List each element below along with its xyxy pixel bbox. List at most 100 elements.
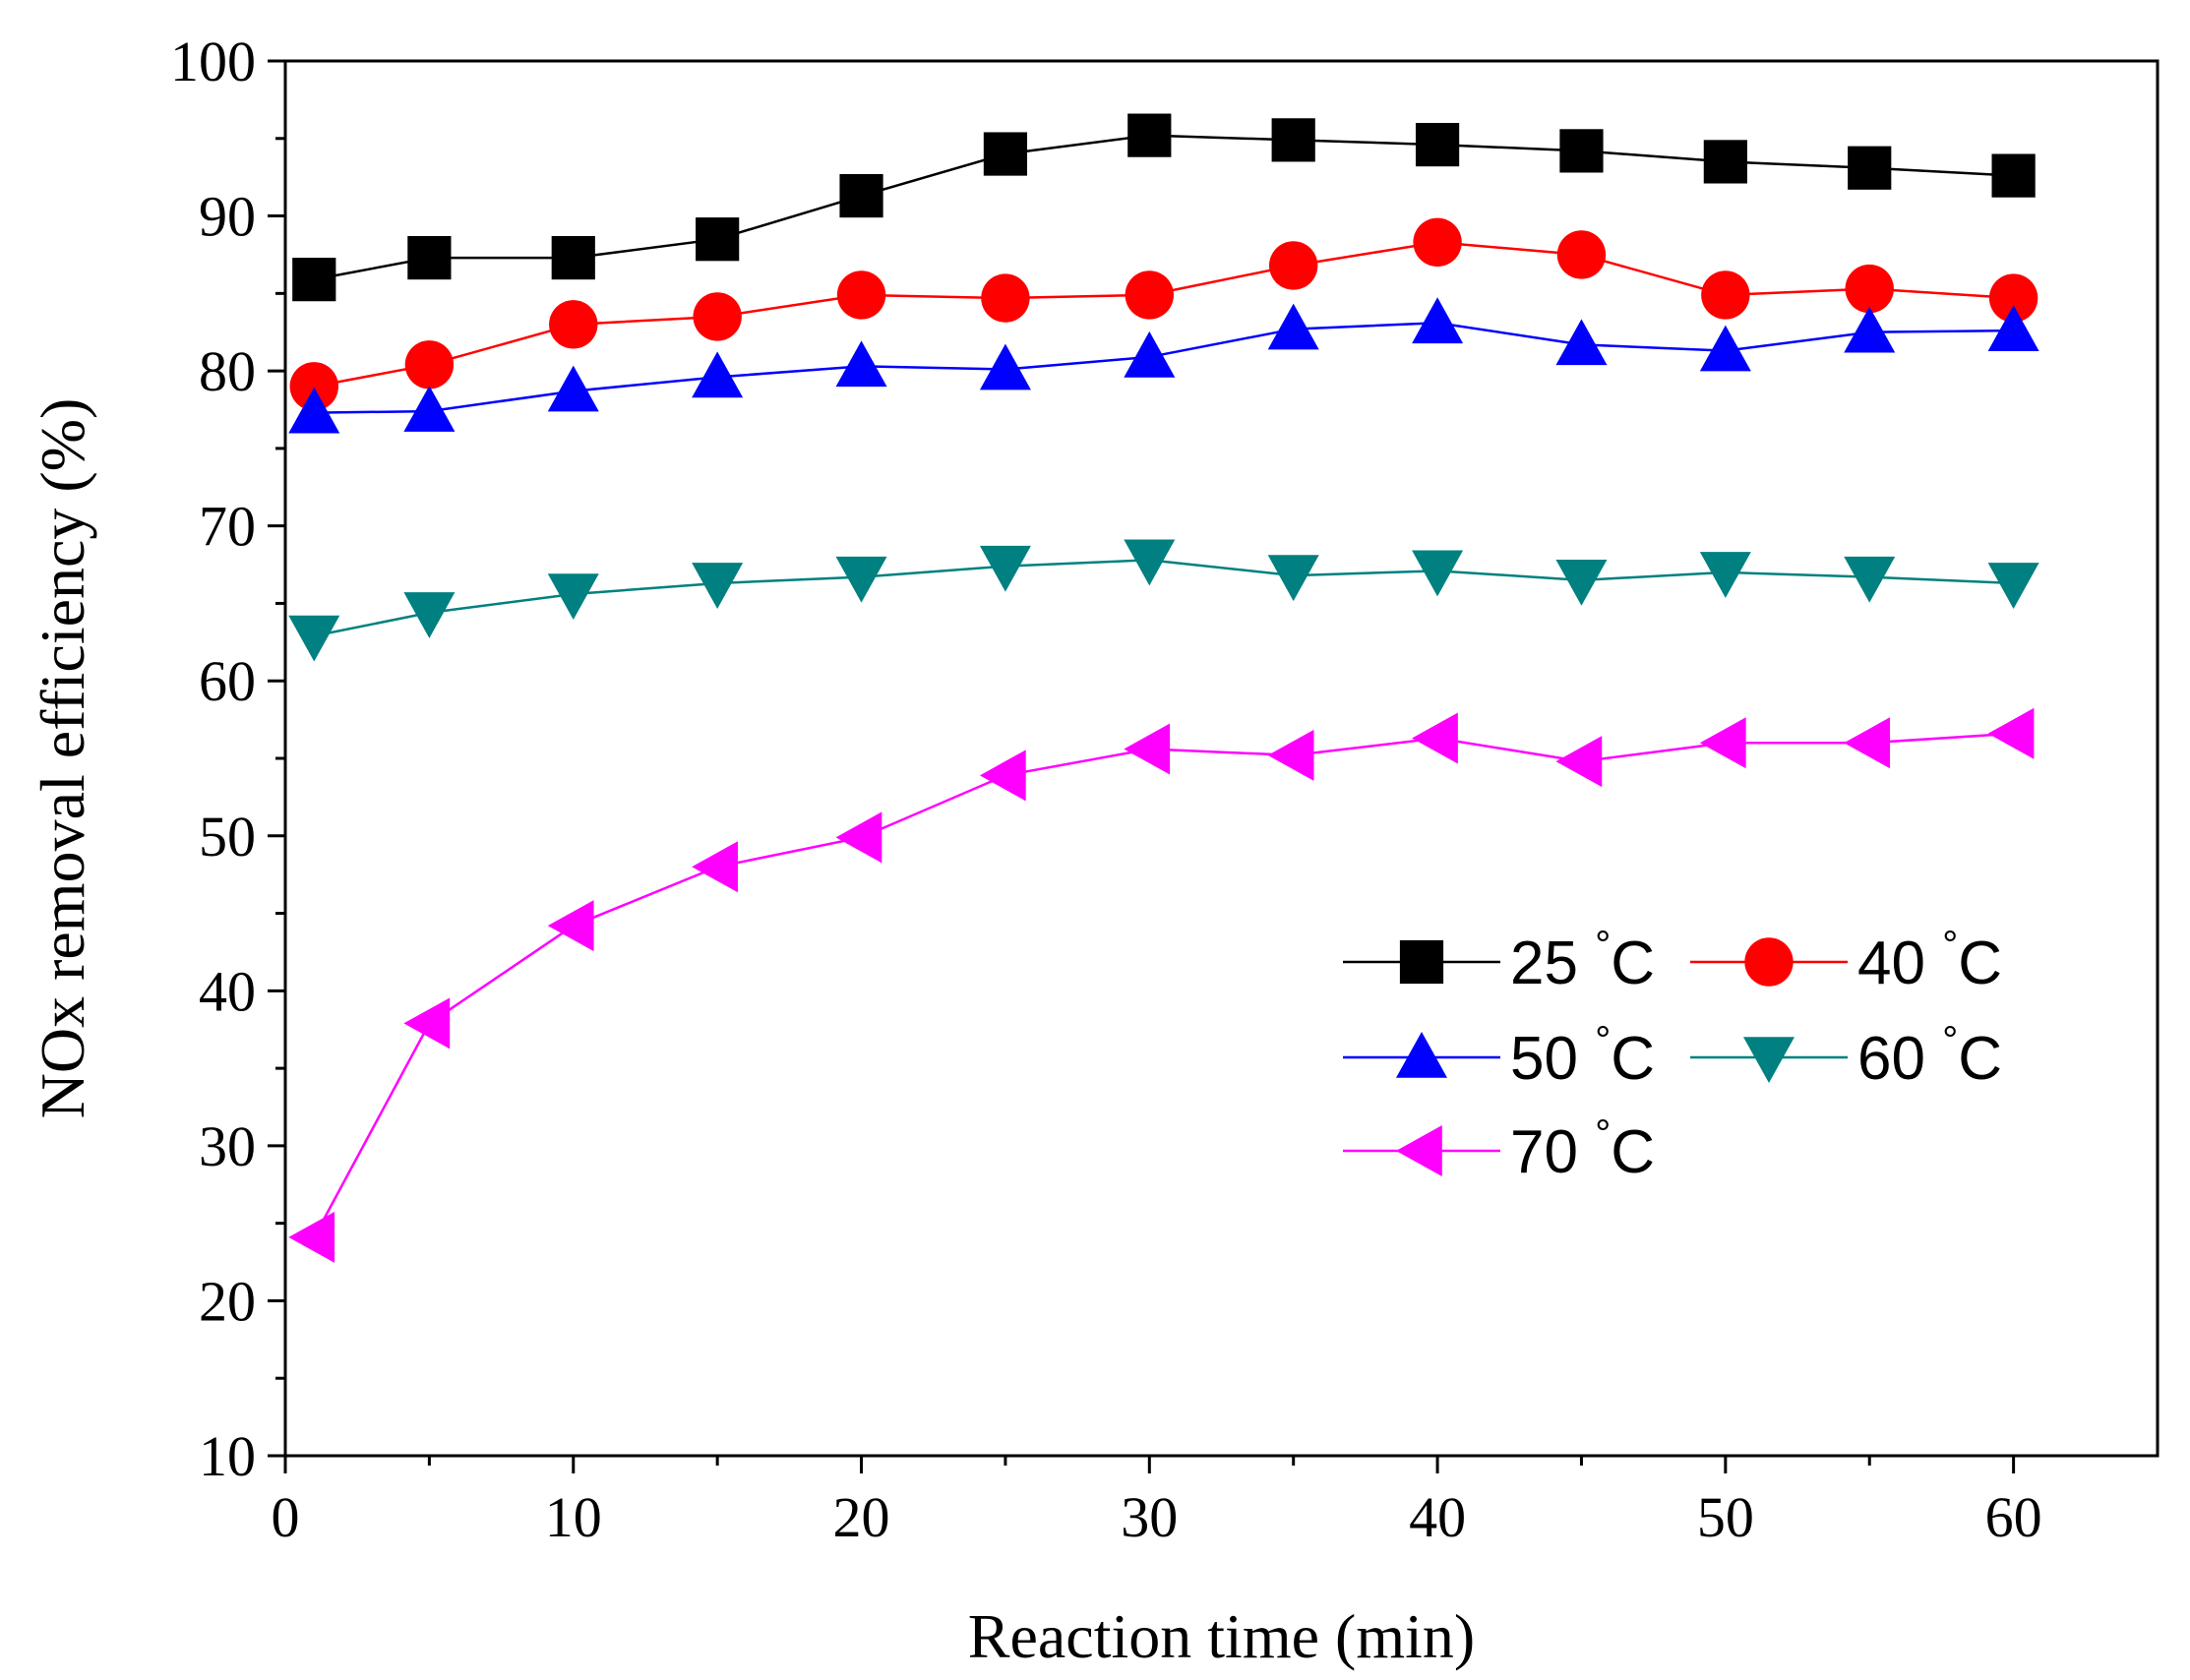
data-point [1267, 303, 1319, 350]
x-tick-label: 20 [833, 1485, 890, 1549]
data-point [983, 132, 1028, 176]
series-70-c [288, 707, 2035, 1263]
series-25-c [292, 113, 2036, 302]
data-point [693, 292, 742, 341]
data-point [979, 343, 1031, 390]
data-point [1699, 717, 1746, 769]
data-point [292, 258, 336, 302]
y-tick-label: 80 [199, 339, 256, 403]
data-point [403, 386, 456, 432]
y-tick-label: 90 [199, 185, 256, 249]
legend-label: 25 °C [1510, 924, 1655, 997]
x-tick-label: 50 [1697, 1485, 1754, 1549]
data-point [288, 387, 340, 434]
legend-label: 40 °C [1857, 924, 2002, 997]
data-point [551, 235, 595, 280]
data-point [692, 563, 744, 609]
legend-entry: 25 °C [1343, 924, 1655, 997]
y-tick-label: 50 [199, 805, 256, 869]
y-tick-label: 10 [199, 1424, 256, 1488]
data-point [839, 173, 883, 218]
x-tick-label: 30 [1121, 1485, 1178, 1549]
data-point [1844, 717, 1891, 769]
data-point [836, 270, 886, 320]
x-tick-label: 0 [272, 1485, 300, 1549]
legend-label: 60 °C [1857, 1019, 2002, 1093]
data-point [1559, 129, 1604, 173]
data-point [1415, 122, 1460, 167]
data-point [835, 556, 887, 603]
data-point [1125, 270, 1175, 320]
data-point [1124, 539, 1176, 586]
legend-entry: 60 °C [1690, 1019, 2002, 1093]
x-axis-label: Reaction time (min) [968, 1601, 1475, 1671]
legend-entry: 50 °C [1343, 1019, 1655, 1093]
data-point [1987, 305, 2039, 351]
series-40-c [289, 217, 2038, 411]
data-point [289, 362, 338, 411]
data-point [288, 615, 340, 662]
data-point [1848, 146, 1892, 190]
data-point [1267, 555, 1319, 602]
y-tick-label: 20 [199, 1269, 256, 1333]
legend-marker [1399, 939, 1444, 985]
data-point [692, 351, 744, 398]
data-point [696, 217, 740, 262]
series-layer [288, 113, 2039, 1263]
data-point [1124, 723, 1171, 775]
x-tick-label: 60 [1985, 1485, 2042, 1549]
data-point [549, 300, 598, 349]
legend-marker [1744, 937, 1794, 987]
y-tick-label: 30 [199, 1114, 256, 1178]
data-point [403, 592, 456, 638]
data-point [981, 273, 1030, 323]
data-point [692, 841, 738, 893]
x-tick-label: 10 [545, 1485, 602, 1549]
data-point [1844, 556, 1896, 603]
data-point [1987, 707, 2035, 759]
data-point [1555, 560, 1608, 606]
series-50-c [288, 297, 2039, 434]
data-point [1991, 153, 2036, 198]
data-point [1271, 118, 1315, 162]
legend-entry: 70 °C [1343, 1112, 1655, 1186]
data-point [547, 365, 599, 412]
data-point [1127, 113, 1172, 157]
legend-marker [1743, 1037, 1795, 1083]
data-point [1699, 552, 1751, 598]
data-point [547, 900, 594, 952]
data-point [407, 235, 452, 280]
y-tick-label: 70 [199, 495, 256, 559]
data-point [547, 573, 599, 620]
data-point [835, 811, 882, 864]
legend-marker [1396, 1125, 1442, 1176]
series-line [313, 732, 2014, 1238]
data-point [979, 545, 1031, 592]
data-point [1267, 729, 1314, 781]
data-point [288, 1211, 335, 1263]
data-point [1703, 140, 1747, 184]
y-tick-label: 40 [199, 959, 256, 1023]
data-point [1699, 325, 1751, 372]
legend-entry: 40 °C [1690, 924, 2002, 997]
data-point [1413, 217, 1462, 268]
legend-label: 70 °C [1510, 1112, 1655, 1186]
series-60-c [288, 539, 2039, 662]
data-point [1412, 297, 1464, 344]
legend-marker [1396, 1032, 1447, 1078]
data-point [1124, 330, 1176, 378]
data-point [1412, 550, 1464, 597]
data-point [1268, 241, 1318, 290]
axis-ticks [268, 59, 2016, 1473]
data-point [1845, 264, 1894, 314]
x-tick-label: 40 [1409, 1485, 1466, 1549]
legend: 25 °C 40 °C 50 °C 60 °C 70 °C [1343, 924, 2002, 1186]
data-point [403, 997, 451, 1050]
legend-label: 50 °C [1510, 1019, 1655, 1093]
data-point [979, 750, 1026, 802]
y-axis-label: NOx removal efficiency (%) [28, 398, 97, 1119]
data-point [1987, 563, 2039, 609]
data-point [1844, 306, 1896, 353]
